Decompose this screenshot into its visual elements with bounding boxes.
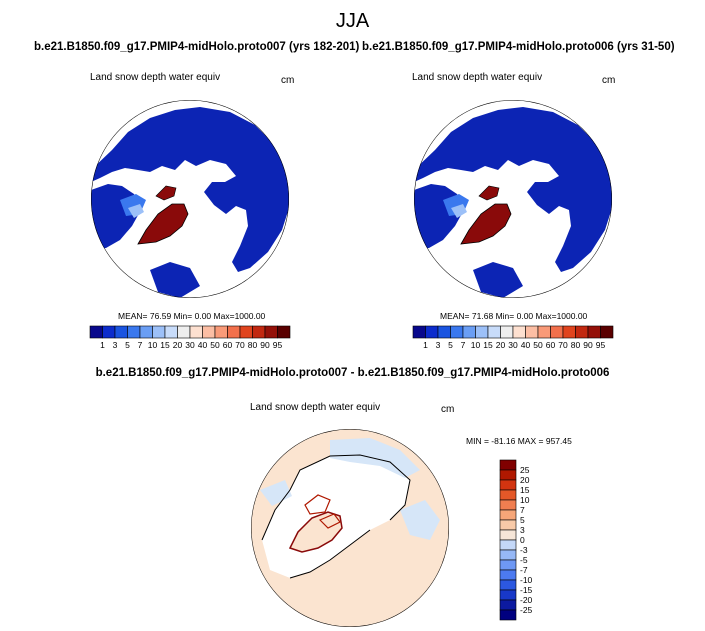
difference-colorbar-label: -3: [520, 545, 528, 555]
difference-stats: MIN = -81.16 MAX = 957.45: [466, 436, 572, 446]
difference-units: cm: [441, 404, 455, 415]
difference-colorbar-label: -10: [520, 575, 533, 585]
panel-2-colorbar-label: 30: [508, 340, 518, 350]
difference-colorbar-label: -7: [520, 565, 528, 575]
panel-1-max: 1000.00: [234, 311, 266, 321]
difference-colorbar-label: -5: [520, 555, 528, 565]
difference-colorbar-label: 10: [520, 495, 530, 505]
panel-2-colorbar-label: 70: [558, 340, 568, 350]
panel-2-colorbar-label: 7: [460, 340, 466, 350]
panel-2-colorbar-label: 15: [483, 340, 493, 350]
panel-2-stats: MEAN= 71.68 Min= 0.00 Max=1000.00: [440, 311, 587, 321]
difference-negative-3: [260, 480, 292, 506]
difference-colorbar-label: 15: [520, 485, 530, 495]
panel-2-field-label: Land snow depth water equiv: [412, 72, 543, 83]
panel-2-min: 0.00: [516, 311, 534, 321]
panel-1-colorbar-label: 95: [272, 340, 283, 350]
panel-1-colorbar-label: 7: [137, 340, 143, 350]
panel-1-colorbar-label: 50: [210, 340, 220, 350]
panel-1-colorbar-label: 5: [125, 340, 130, 350]
panel-2-colorbar-label: 50: [533, 340, 543, 350]
panel-1-min: 0.00: [194, 311, 212, 321]
difference-colorbar-label: -20: [520, 595, 533, 605]
difference-map: [251, 429, 449, 627]
panel-1-field-label: Land snow depth water equiv: [90, 72, 221, 83]
panel-1-snow-light2: [128, 204, 144, 218]
panel-1-min-text: Min=: [173, 311, 193, 321]
panel-1-greenland: [137, 203, 189, 245]
panel-2-min-text: Min=: [495, 311, 515, 321]
difference-islands: [304, 494, 341, 529]
panel-1-eurasia-snow: [91, 107, 289, 272]
panel-1-run-title: b.e21.B1850.f09_g17.PMIP4-midHolo.proto0…: [34, 41, 360, 53]
panel-2-arctic-islands: [478, 185, 500, 201]
panel-1-colorbar-label: 20: [172, 340, 183, 350]
season-title: JJA: [335, 10, 370, 32]
panel-2-colorbar-label: 40: [520, 340, 531, 350]
panel-1-map: [91, 100, 289, 298]
difference-colorbar-label: 20: [520, 475, 530, 485]
difference-title: b.e21.B1850.f09_g17.PMIP4-midHolo.proto0…: [95, 367, 610, 379]
difference-negative-2: [400, 500, 440, 540]
panel-1-colorbar-label: 60: [222, 340, 233, 350]
panel-1-mean: 76.59: [149, 311, 172, 321]
panel-1-colorbar-label: 15: [160, 340, 170, 350]
panel-2-run-title: b.e21.B1850.f09_g17.PMIP4-midHolo.proto0…: [362, 41, 675, 53]
panel-1-colorbar-label: 80: [247, 340, 258, 350]
panel-2-units: cm: [602, 75, 616, 86]
difference-field-label: Land snow depth water equiv: [250, 402, 381, 413]
panel-1-colorbar-label: 70: [235, 340, 245, 350]
panel-1-colorbar-label: 1: [100, 340, 105, 350]
panel-2-colorbar-label: 60: [545, 340, 556, 350]
panel-1-colorbar-label: 90: [260, 340, 270, 350]
difference-greenland: [288, 511, 343, 553]
panel-1-stats: MEAN= 76.59 Min= 0.00 Max=1000.00: [118, 311, 265, 321]
panel-2-max-text: Max=: [535, 311, 557, 321]
difference-colorbar-label: 25: [520, 465, 530, 475]
panel-2-mean: 71.68: [471, 311, 494, 321]
panel-2-colorbar-label: 95: [595, 340, 606, 350]
difference-colorbar-label: 3: [520, 525, 525, 535]
difference-colorbar-label: 7: [520, 505, 525, 515]
panel-2-max: 1000.00: [556, 311, 588, 321]
panel-2-south-land: [473, 262, 523, 298]
panel-2-mean-text: MEAN=: [440, 311, 470, 321]
panel-1-colorbar-label: 3: [112, 340, 118, 350]
panel-2-colorbar-label: 1: [423, 340, 428, 350]
difference-coast-1: [261, 454, 411, 541]
panel-2-greenland: [460, 203, 512, 245]
difference-colorbar-label: 0: [520, 535, 525, 545]
panel-1-units: cm: [281, 75, 295, 86]
panel-2-eurasia-snow: [414, 107, 612, 272]
panel-2-colorbar-label: 10: [470, 340, 481, 350]
difference-colorbar-label: -25: [520, 605, 533, 615]
panel-1-mean-text: MEAN=: [118, 311, 148, 321]
panel-2-colorbar-label: 90: [583, 340, 593, 350]
panel-2-colorbar-label: 80: [570, 340, 581, 350]
panel-2-snow-light2: [451, 204, 467, 218]
panel-1-colorbar-label: 30: [185, 340, 195, 350]
panel-1-colorbar-label: 40: [197, 340, 208, 350]
panel-1-colorbar-label: 10: [147, 340, 158, 350]
panel-1-max-text: Max=: [213, 311, 235, 321]
panel-1-arctic-islands: [155, 185, 177, 201]
difference-coast-2: [289, 529, 371, 579]
panel-1-south-land: [150, 262, 200, 298]
difference-colorbar-label: 5: [520, 515, 525, 525]
panel-2-map: [414, 100, 612, 298]
panel-2-colorbar-label: 5: [448, 340, 453, 350]
panel-2-colorbar-label: 20: [495, 340, 506, 350]
difference-colorbar-label: -15: [520, 585, 533, 595]
panel-2-colorbar-label: 3: [435, 340, 441, 350]
